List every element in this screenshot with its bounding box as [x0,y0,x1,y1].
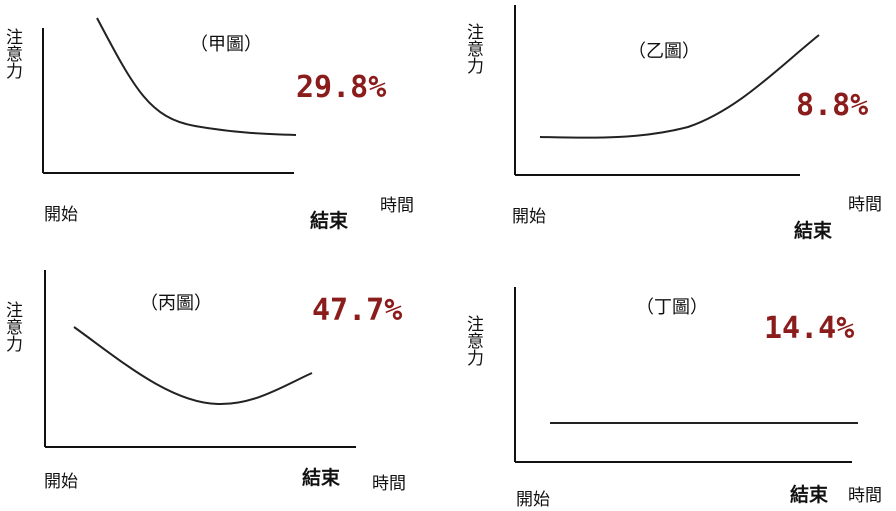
chart-ding [514,287,858,463]
chart-bing [44,270,356,448]
attention-curve [73,326,313,406]
y-axis-label: 注意力 [467,315,484,369]
panel-jia: 注意力 （甲圖） 29.8% 開始 結束 時間 [0,0,448,255]
time-label: 時間 [848,486,882,506]
end-label: 結束 [790,484,829,506]
start-label: 開始 [44,205,78,225]
time-label: 時間 [848,195,882,215]
end-label: 結束 [310,210,349,232]
y-axis-label: 注意力 [467,23,484,77]
panel-title: （丙圖） [140,293,212,314]
y-axis-label: 注意力 [6,28,23,82]
panel-title: （甲圖） [190,34,262,55]
percent-value: 8.8% [796,88,869,123]
panel-title: （乙圖） [628,41,700,62]
start-label: 開始 [516,490,550,510]
chart-yi [514,5,820,176]
panel-yi: 注意力 （乙圖） 8.8% 開始 結束 時間 [448,0,896,255]
end-label: 結束 [794,220,833,242]
chart-jia [42,17,297,174]
start-label: 開始 [512,207,546,227]
y-axis-label: 注意力 [6,301,23,355]
panel-bing: 注意力 （丙圖） 47.7% 開始 結束 時間 [0,255,448,510]
time-label: 時間 [372,474,406,494]
attention-curve [539,34,820,139]
end-label: 結束 [302,467,341,489]
percent-value: 29.8% [296,70,387,105]
panel-title: （丁圖） [636,297,708,318]
attention-curve [96,17,297,136]
percent-value: 14.4% [764,311,855,346]
time-label: 時間 [380,196,414,216]
percent-value: 47.7% [312,293,403,328]
panel-ding: 注意力 （丁圖） 14.4% 開始 結束 時間 [448,255,896,510]
start-label: 開始 [44,472,78,492]
